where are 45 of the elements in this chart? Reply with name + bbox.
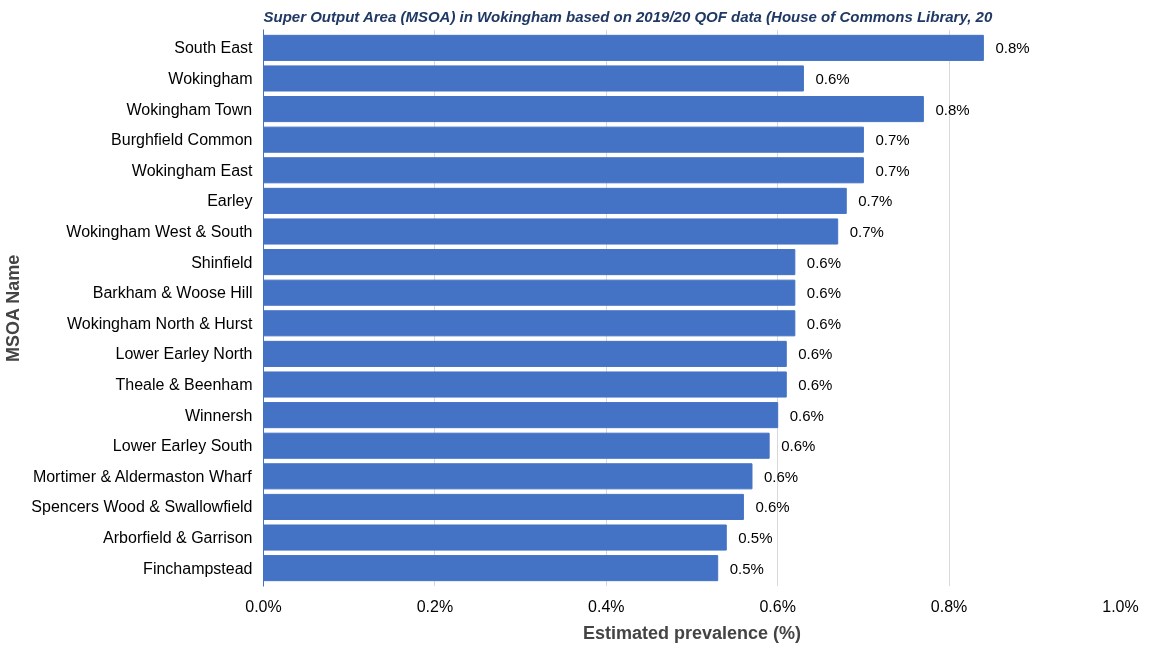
data-label: 0.7% (875, 161, 910, 179)
data-label: 0.6% (815, 69, 850, 87)
x-tick-label: 0.8% (930, 597, 968, 615)
data-label: 0.7% (875, 131, 910, 149)
data-label: 0.8% (995, 39, 1030, 57)
y-tick-label: Mortimer & Aldermaston Wharf (32, 467, 253, 485)
y-tick-label: Theale & Beenham (115, 376, 253, 394)
y-tick-label: Arborfield & Garrison (103, 529, 253, 547)
x-tick-label: 0.0% (245, 597, 282, 615)
data-label: 0.8% (935, 100, 970, 118)
y-tick-label: Earley (207, 192, 253, 210)
y-tick-label: Winnersh (184, 406, 253, 424)
y-tick-label: South East (174, 39, 254, 57)
data-label: 0.6% (798, 376, 833, 394)
data-label: 0.5% (729, 559, 764, 577)
data-label: 0.6% (806, 314, 842, 332)
y-tick-label: Burghfield Common (111, 131, 253, 149)
data-label: 0.7% (849, 222, 884, 240)
y-tick-label: Wokingham (168, 69, 253, 87)
x-axis-title: Estimated prevalence (%) (582, 622, 802, 643)
y-tick-label: Wokingham West & South (66, 222, 253, 240)
data-label: 0.6% (755, 498, 790, 516)
data-label: 0.6% (781, 437, 816, 455)
y-tick-label: Finchampstead (143, 559, 253, 577)
y-tick-label: Wokingham East (131, 161, 254, 179)
x-tick-label: 0.4% (588, 597, 625, 615)
y-tick-label: Lower Earley North (115, 345, 253, 363)
data-label: 0.6% (763, 467, 799, 485)
y-tick-label: Wokingham North & Hurst (66, 314, 254, 332)
x-tick-label: 0.2% (416, 597, 454, 615)
data-label: 0.6% (806, 284, 842, 302)
y-axis-title: MSOA Name (3, 254, 24, 363)
data-label: 0.5% (738, 529, 773, 547)
chart-title: Super Output Area (MSOA) in Wokingham based on 2019/20 QOF data (House of Commons Library, 20 (263, 7, 993, 25)
y-tick-label: Wokingham Town (126, 100, 253, 118)
y-tick-label: Shinfield (191, 253, 253, 271)
y-tick-label: Spencers Wood & Swallowfield (31, 498, 253, 516)
x-tick-label: 1.0% (1102, 597, 1139, 615)
data-label: 0.6% (789, 406, 824, 424)
y-tick-label: Barkham & Woose Hill (92, 284, 253, 302)
data-label: 0.6% (806, 253, 842, 271)
data-label: 0.7% (858, 192, 893, 210)
y-tick-label: Lower Earley South (112, 437, 253, 455)
data-label: 0.6% (798, 345, 833, 363)
x-tick-label: 0.6% (759, 597, 796, 615)
